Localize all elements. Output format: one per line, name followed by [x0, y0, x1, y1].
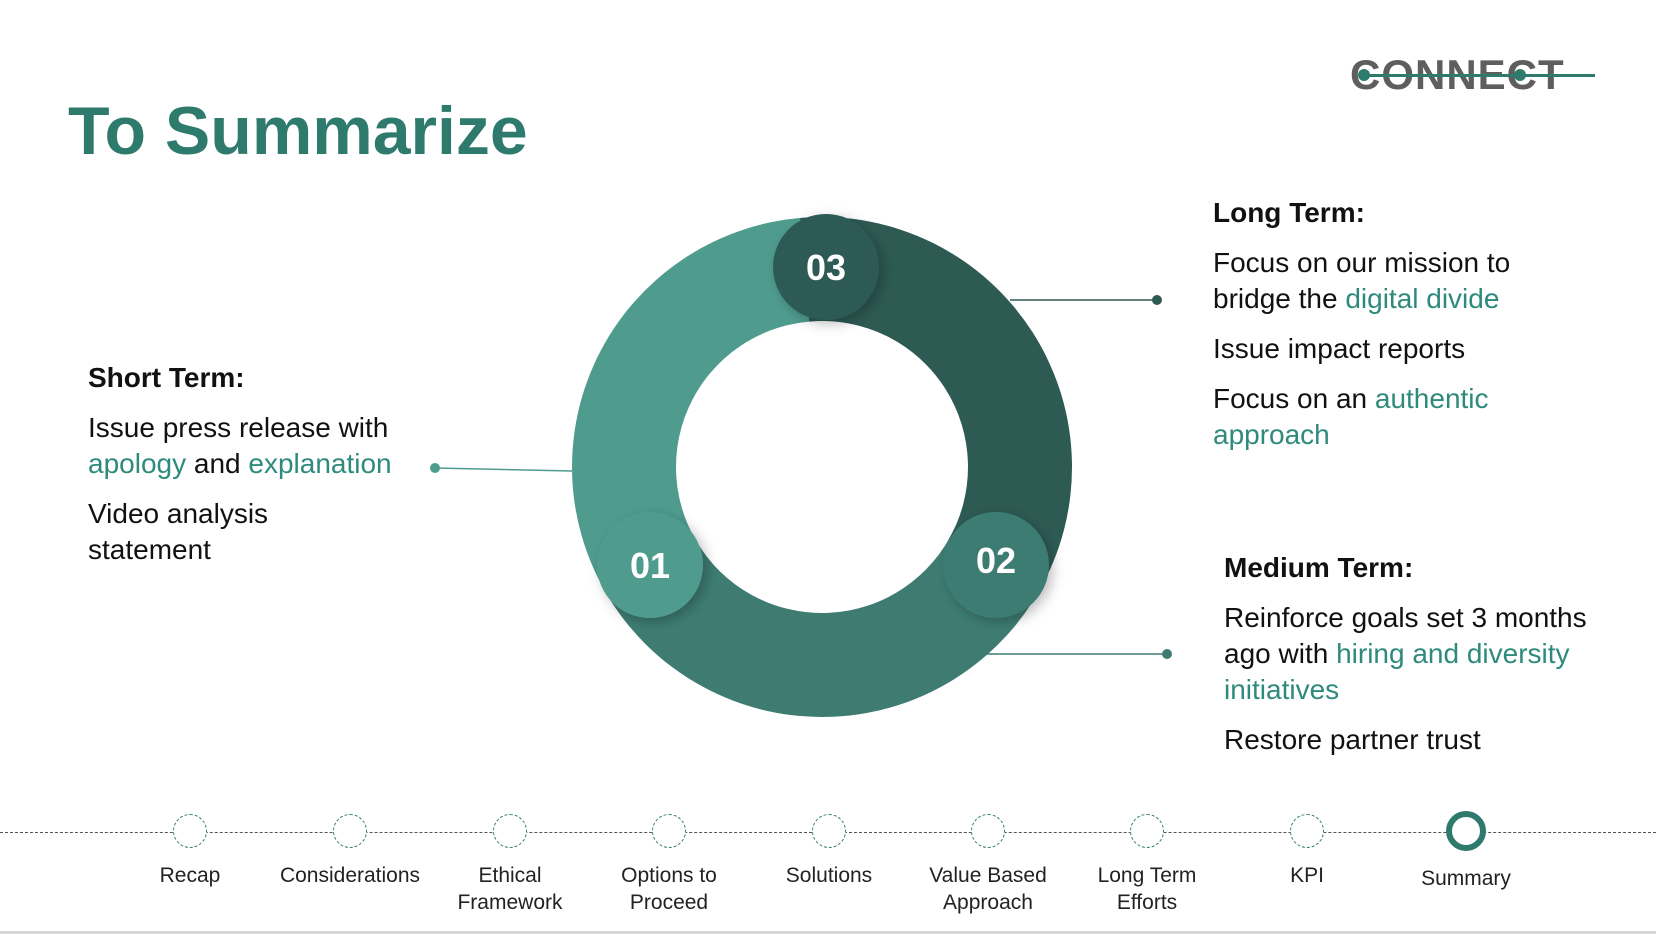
- logo-dot-right: [1514, 69, 1526, 81]
- nav-label-ethical-framework[interactable]: Ethical Framework: [457, 864, 563, 914]
- short-term-block: Short Term: Issue press release with apo…: [88, 360, 428, 582]
- medium-term-item-1-text: Reinforce goals set 3 months ago with: [1224, 602, 1587, 669]
- short-term-item-1-text: Issue press release with: [88, 412, 389, 443]
- nav-item-solutions[interactable]: Solutions: [749, 814, 909, 889]
- long-term-item-2: Issue impact reports: [1213, 333, 1466, 364]
- short-term-item-1-and: and: [186, 448, 249, 479]
- long-term-item-3-text: Focus on an: [1213, 383, 1375, 414]
- nav-label-summary[interactable]: Summary: [1421, 867, 1511, 890]
- explanation-highlight: explanation: [248, 448, 392, 479]
- nav-label-value-based-approach[interactable]: Value Based Approach: [929, 864, 1047, 914]
- nav-item-recap[interactable]: Recap: [110, 814, 270, 889]
- long-term-item-1: Focus on our mission to bridge the digit…: [1213, 245, 1553, 317]
- nav-item-summary[interactable]: Summary: [1386, 811, 1546, 892]
- apology-highlight: apology: [88, 448, 187, 479]
- nav-node-options-to-proceed[interactable]: [652, 814, 686, 848]
- segment-02-cap: [943, 512, 1049, 618]
- nav-node-long-term-efforts[interactable]: [1130, 814, 1164, 848]
- short-term-connector-dot: [430, 463, 440, 473]
- segment-03-number: 03: [806, 247, 846, 288]
- medium-term-connector-dot: [1162, 649, 1172, 659]
- logo-line: [1360, 74, 1595, 77]
- medium-term-item-2: Restore partner trust: [1224, 724, 1481, 755]
- nav-label-solutions[interactable]: Solutions: [785, 864, 873, 887]
- bottom-rule: [0, 931, 1656, 934]
- long-term-item-3: Focus on an authentic approach: [1213, 381, 1513, 453]
- hiring-diversity-highlight: hiring and diversity initiatives: [1224, 638, 1570, 705]
- nav-node-value-based-approach[interactable]: [971, 814, 1005, 848]
- segment-01-number: 01: [630, 545, 670, 586]
- digital-divide-highlight: digital divide: [1345, 283, 1500, 314]
- nav-label-long-term-efforts[interactable]: Long Term Efforts: [1097, 864, 1197, 914]
- nav-item-ethical-framework[interactable]: Ethical Framework: [430, 814, 590, 916]
- authentic-approach-highlight: authentic approach: [1213, 383, 1489, 450]
- nav-item-value-based-approach[interactable]: Value Based Approach: [908, 814, 1068, 916]
- nav-item-considerations[interactable]: Considerations: [270, 814, 430, 889]
- segment-02: [605, 528, 1049, 717]
- long-term-block: Long Term: Focus on our mission to bridg…: [1213, 195, 1553, 467]
- nav-label-kpi[interactable]: KPI: [1290, 864, 1324, 887]
- long-term-heading: Long Term:: [1213, 197, 1365, 228]
- nav-item-options-to-proceed[interactable]: Options to Proceed: [589, 814, 749, 916]
- short-term-heading: Short Term:: [88, 362, 245, 393]
- long-term-connector-dot: [1152, 295, 1162, 305]
- segment-03: [800, 217, 1072, 592]
- nav-node-summary-active[interactable]: [1446, 811, 1486, 851]
- segment-02-number: 02: [976, 540, 1016, 581]
- nav-node-solutions[interactable]: [812, 814, 846, 848]
- nav-label-options-to-proceed[interactable]: Options to Proceed: [621, 864, 717, 914]
- nav-label-considerations[interactable]: Considerations: [279, 864, 421, 887]
- nav-node-kpi[interactable]: [1290, 814, 1324, 848]
- nav-item-long-term-efforts[interactable]: Long Term Efforts: [1067, 814, 1227, 916]
- short-term-connector: [434, 467, 573, 472]
- long-term-item-1-text: Focus on our mission to bridge the: [1213, 247, 1511, 314]
- segment-03-cap: [773, 214, 879, 320]
- medium-term-heading: Medium Term:: [1224, 552, 1414, 583]
- nav-item-kpi[interactable]: KPI: [1227, 814, 1387, 889]
- short-term-item-2: Video analysis statement: [88, 498, 269, 565]
- nav-node-considerations[interactable]: [333, 814, 367, 848]
- short-term-item-1: Issue press release with apology and exp…: [88, 410, 428, 482]
- logo-dot-left: [1358, 69, 1370, 81]
- nav-label-recap[interactable]: Recap: [159, 864, 221, 887]
- connect-logo: CONNECT: [1350, 52, 1600, 98]
- segment-01-cap: [597, 512, 703, 618]
- medium-term-block: Medium Term: Reinforce goals set 3 month…: [1224, 550, 1604, 772]
- page-title: To Summarize: [68, 93, 528, 169]
- nav-node-ethical-framework[interactable]: [493, 814, 527, 848]
- nav-node-recap[interactable]: [173, 814, 207, 848]
- medium-term-item-1: Reinforce goals set 3 months ago with hi…: [1224, 600, 1604, 708]
